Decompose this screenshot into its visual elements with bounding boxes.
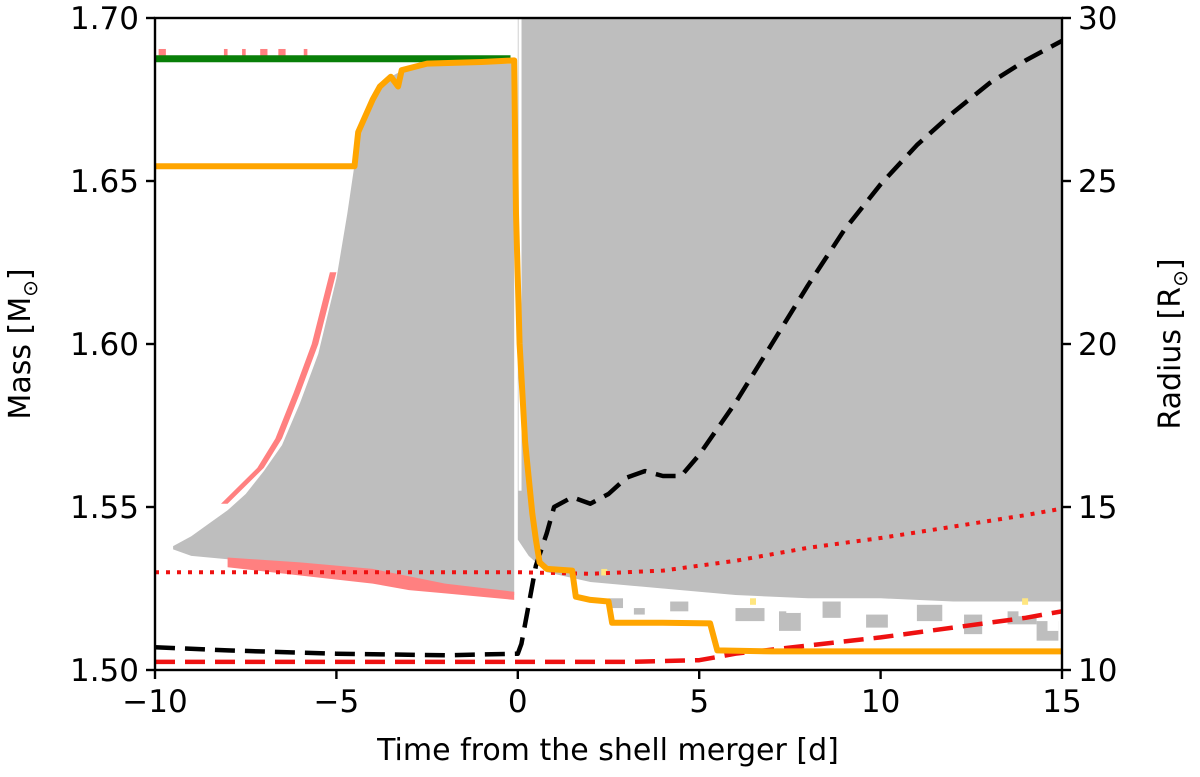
y-left-tick-label: 1.70 — [70, 1, 139, 37]
y-right-tick-label: 20 — [1078, 327, 1117, 363]
semiconvection-speckle — [601, 568, 608, 576]
white-speckle — [1047, 617, 1059, 631]
series-line-orange-solid — [155, 57, 1062, 655]
ticks-layer: −10 −5 0 5 10 151.501.551.601.651.70101520253… — [70, 1, 1117, 720]
x-tick-label: −10 — [122, 684, 187, 720]
white-speckle — [1018, 603, 1041, 617]
overshoot-top-tick — [158, 48, 166, 59]
x-axis-label: Time from the shell merger [d] — [376, 733, 839, 768]
overshoot-region-bottom — [227, 557, 515, 600]
x-tick-label: 0 — [508, 684, 528, 720]
white-speckle — [887, 599, 899, 610]
overshoot-top-tick — [278, 48, 286, 59]
y-right-tick-label: 25 — [1078, 164, 1117, 200]
semiconvection-speckle — [749, 598, 756, 605]
semiconvection-speckle — [1022, 598, 1029, 605]
convective-speckle — [608, 598, 624, 609]
x-tick-label: 15 — [1042, 684, 1081, 720]
convective-speckle — [735, 608, 765, 622]
y-axis-left-label: Mass [M⊙] — [3, 268, 42, 419]
y-left-tick-label: 1.55 — [70, 490, 139, 526]
x-tick-label: 5 — [689, 684, 709, 720]
overshoot-top-tick — [303, 48, 308, 59]
convective-speckle — [779, 611, 801, 631]
convective-speckle — [633, 608, 645, 615]
y-right-tick-label: 30 — [1078, 1, 1117, 37]
y-left-tick-label: 1.60 — [70, 327, 139, 363]
convective-speckle — [822, 601, 841, 618]
lines-layer — [155, 38, 1062, 665]
overshoot-top-tick — [223, 48, 228, 59]
x-tick-label: 10 — [861, 684, 900, 720]
y-axis-right-label: Radius [R⊙] — [1153, 258, 1192, 429]
convective-speckle — [866, 614, 888, 628]
overshoot-region-edge — [221, 272, 337, 504]
overshoot-top-tick — [242, 48, 246, 59]
y-right-tick-label: 15 — [1078, 490, 1117, 526]
convective-region-right — [517, 18, 1062, 602]
overshoot-top-tick — [260, 48, 268, 59]
x-tick-label: −5 — [314, 684, 360, 720]
series-line-black-dashed — [155, 38, 1062, 658]
convective-speckle — [670, 601, 689, 612]
convective-region-left — [173, 63, 515, 596]
white-speckle — [786, 603, 801, 613]
y-right-tick-label: 10 — [1078, 653, 1117, 689]
y-left-tick-label: 1.65 — [70, 164, 139, 200]
convective-speckle — [916, 604, 943, 622]
y-left-tick-label: 1.50 — [70, 653, 139, 689]
series-line-red-dotted — [155, 506, 1062, 576]
regions-layer — [158, 18, 1062, 641]
